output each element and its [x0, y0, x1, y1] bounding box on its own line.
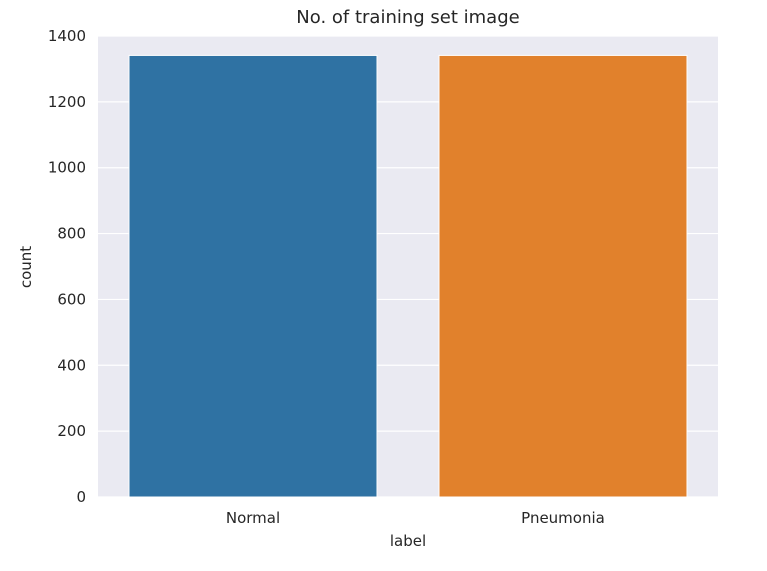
y-tick-label: 200	[57, 422, 86, 440]
bars	[128, 54, 688, 498]
y-axis: 0 200 400 600 800 1000 1200 1400	[48, 27, 86, 506]
chart-title: No. of training set image	[296, 7, 519, 28]
y-tick-label: 400	[57, 356, 86, 374]
x-tick-label: Pneumonia	[521, 509, 605, 527]
bar-pneumonia	[438, 54, 688, 498]
y-tick-label: 600	[57, 290, 86, 308]
y-tick-label: 0	[76, 488, 86, 506]
y-tick-label: 1400	[48, 27, 86, 45]
x-tick-label: Normal	[226, 509, 280, 527]
x-axis-label: label	[390, 532, 426, 550]
y-tick-label: 800	[57, 225, 86, 243]
y-tick-label: 1000	[48, 159, 86, 177]
bar-normal	[128, 54, 378, 498]
y-tick-label: 1200	[48, 93, 86, 111]
x-axis: Normal Pneumonia	[226, 509, 605, 527]
y-axis-label: count	[17, 246, 35, 288]
